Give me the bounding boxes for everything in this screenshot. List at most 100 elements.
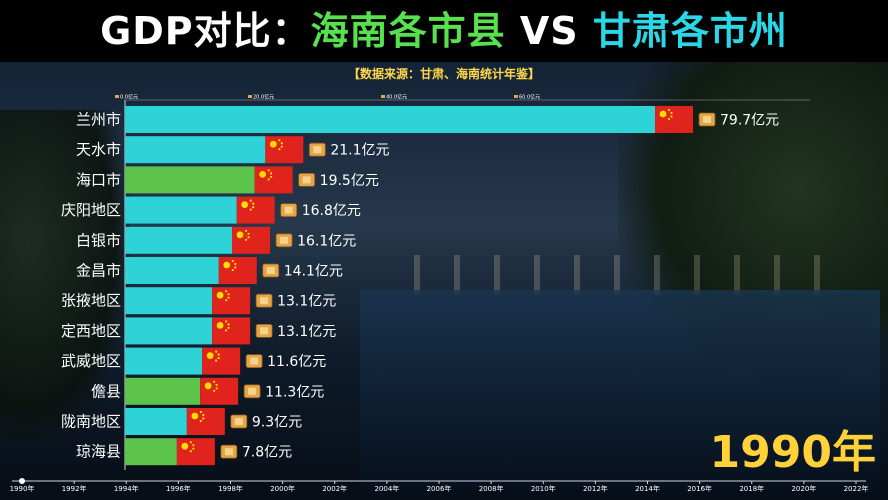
flag-star-big-2 [259, 171, 267, 178]
flag-star-small-10-3 [199, 419, 202, 423]
bar-0 [125, 106, 656, 133]
china-flag-icon-2 [254, 166, 293, 194]
coin-icon-face-3 [284, 206, 293, 214]
flag-star-small-3-1 [252, 202, 255, 205]
coin-icon-face-11 [224, 448, 233, 456]
flag-star-small-7-2 [227, 326, 230, 329]
flag-star-small-2-1 [270, 172, 273, 175]
pool-reflection [360, 290, 880, 490]
title-gdp: GDP对比： [100, 9, 311, 53]
flag-star-small-11-3 [189, 450, 192, 453]
timeline-year-2: 1994年 [114, 484, 139, 493]
china-flag-icon-10 [186, 408, 225, 435]
bar-6 [125, 287, 213, 315]
flag-star-small-6-0 [225, 290, 228, 293]
flag-star-small-3-2 [252, 206, 255, 209]
flag-star-big-3 [241, 201, 249, 209]
flag-star-small-4-2 [247, 236, 250, 239]
flag-star-small-6-3 [225, 299, 228, 302]
category-label-9: 儋县 [91, 382, 121, 400]
value-label-6: 13.1亿元 [277, 294, 336, 310]
china-flag-icon-8 [202, 347, 241, 375]
china-flag-icon-6 [212, 287, 251, 315]
flag-star-small-4-3 [244, 238, 248, 241]
coin-icon-face-9 [248, 387, 257, 395]
flag-star-small-6-2 [227, 296, 230, 299]
timeline-year-4: 1998年 [218, 484, 243, 493]
coin-icon-face-6 [260, 297, 269, 305]
flag-star-small-8-2 [217, 357, 220, 360]
resort-lights [380, 255, 840, 295]
flag-star-small-7-1 [227, 323, 230, 326]
flag-star-big-8 [206, 352, 214, 359]
value-label-7: 13.1亿元 [277, 324, 336, 340]
timeline-year-5: 2000年 [270, 484, 295, 493]
flag-star-small-0-1 [670, 111, 673, 115]
flag-star-big-6 [216, 291, 224, 299]
china-flag-icon-9 [200, 377, 239, 405]
page-title: GDP对比：海南各市县 VS 甘肃各市州 [0, 0, 888, 62]
timeline-year-10: 2010年 [531, 484, 556, 493]
category-label-2: 海口市 [76, 171, 121, 189]
flag-star-small-5-1 [234, 262, 237, 266]
value-label-1: 21.1亿元 [330, 143, 389, 159]
flag-star-small-6-1 [227, 293, 230, 296]
coin-icon-face-7 [260, 327, 269, 335]
value-label-9: 11.3亿元 [265, 384, 324, 400]
top-tick-icon-2 [381, 95, 385, 98]
china-flag-icon-1 [265, 136, 304, 164]
top-tick-icon-0 [115, 95, 119, 98]
flag-star-big-1 [269, 140, 277, 148]
flag-star-big-11 [181, 442, 189, 450]
bar-7 [125, 317, 213, 345]
flag-star-small-2-2 [270, 175, 273, 178]
category-label-10: 陇南地区 [61, 413, 121, 431]
bar-1 [125, 136, 266, 164]
bar-9 [125, 377, 201, 405]
category-label-5: 金昌市 [76, 262, 121, 280]
flag-star-big-5 [223, 261, 231, 269]
coin-icon-face-0 [703, 116, 712, 123]
timeline-year-9: 2008年 [479, 484, 504, 493]
flag-star-small-0-3 [667, 117, 671, 121]
value-label-8: 11.6亿元 [267, 354, 326, 370]
flag-star-small-7-3 [225, 329, 228, 332]
timeline-year-8: 2006年 [427, 484, 452, 493]
title-vs: VS [505, 9, 593, 53]
flag-star-small-4-1 [247, 232, 250, 235]
palm-silhouette-left [0, 110, 130, 440]
timeline-year-0: 1990年 [10, 484, 35, 493]
timeline-year-12: 2014年 [635, 484, 660, 493]
timeline-year-16: 2022年 [844, 484, 869, 493]
title-gansu: 甘肃各市州 [592, 9, 788, 53]
timeline-year-13: 2016年 [687, 484, 712, 493]
value-label-3: 16.8亿元 [302, 203, 361, 219]
flag-star-small-1-1 [280, 142, 283, 145]
timeline-year-1: 1992年 [62, 484, 87, 493]
timeline-year-14: 2018年 [739, 484, 764, 493]
value-label-11: 7.8亿元 [242, 445, 292, 461]
china-flag-icon-7 [212, 317, 251, 345]
category-label-3: 庆阳地区 [61, 201, 121, 219]
top-tick-label-0: 0.0亿元 [120, 94, 138, 101]
flag-star-small-10-2 [202, 417, 205, 420]
china-flag-icon-11 [176, 438, 215, 466]
flag-star-small-7-0 [225, 320, 228, 323]
flag-star-small-8-0 [215, 350, 218, 353]
flag-star-small-3-0 [249, 199, 252, 202]
flag-star-small-0-2 [670, 115, 673, 118]
flag-star-small-11-2 [192, 447, 195, 450]
china-flag-icon-3 [236, 196, 275, 224]
top-tick-icon-1 [248, 95, 252, 98]
flag-star-small-9-3 [213, 389, 216, 392]
flag-star-small-11-1 [192, 444, 195, 447]
flag-star-big-0 [659, 110, 667, 118]
title-bar: GDP对比：海南各市县 VS 甘肃各市州 [0, 0, 888, 62]
top-tick-icon-3 [514, 95, 518, 98]
flag-star-small-9-1 [215, 383, 218, 386]
category-label-7: 定西地区 [61, 322, 121, 340]
flag-star-big-9 [204, 382, 212, 390]
coin-icon-face-10 [234, 418, 243, 425]
flag-star-small-10-0 [199, 410, 202, 414]
flag-star-small-3-3 [249, 208, 252, 211]
